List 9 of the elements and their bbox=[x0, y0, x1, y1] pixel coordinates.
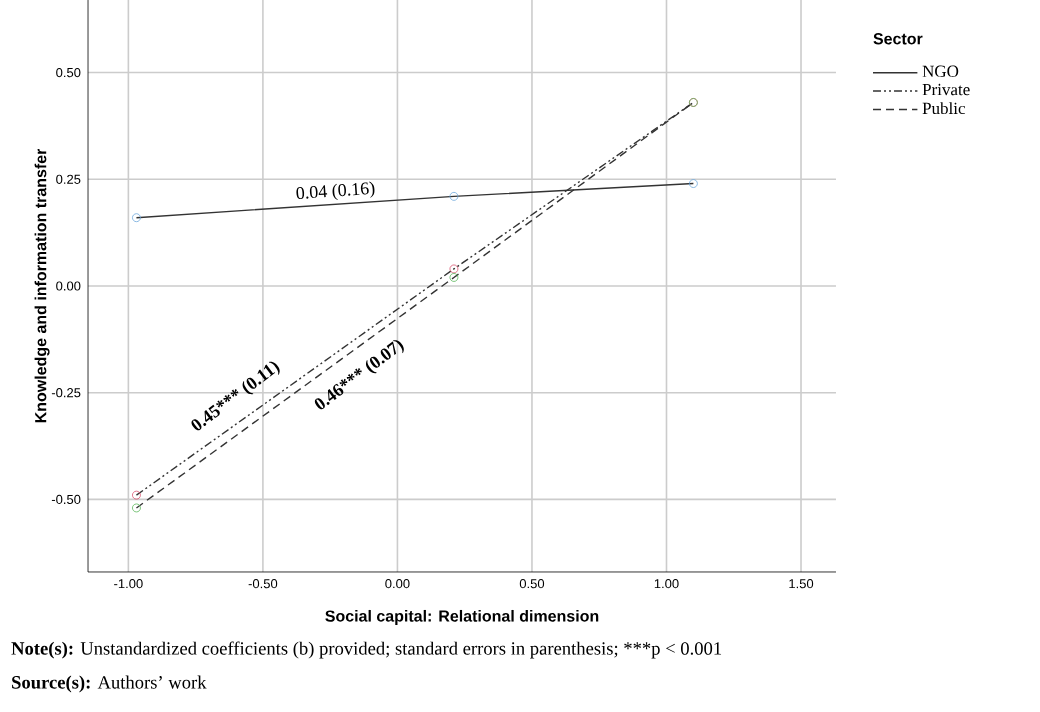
text: Source(s): Authors’ work bbox=[12, 675, 207, 693]
legend-title: Sector bbox=[873, 33, 923, 45]
x-axis-title: Social capital: Relational dimension bbox=[325, 609, 599, 625]
legend-label: Private bbox=[922, 83, 970, 96]
legend-label: Public bbox=[922, 102, 966, 115]
legend-label: NGO bbox=[922, 65, 959, 78]
y-axis-title: Knowledge and information transfer bbox=[34, 148, 50, 423]
annotation: 0.04 (0.16) bbox=[296, 181, 375, 201]
text: Note(s): Unstandardized coefficients (b) provided; standard errors in parenthesis; ***p < 0.001 bbox=[11, 641, 722, 659]
